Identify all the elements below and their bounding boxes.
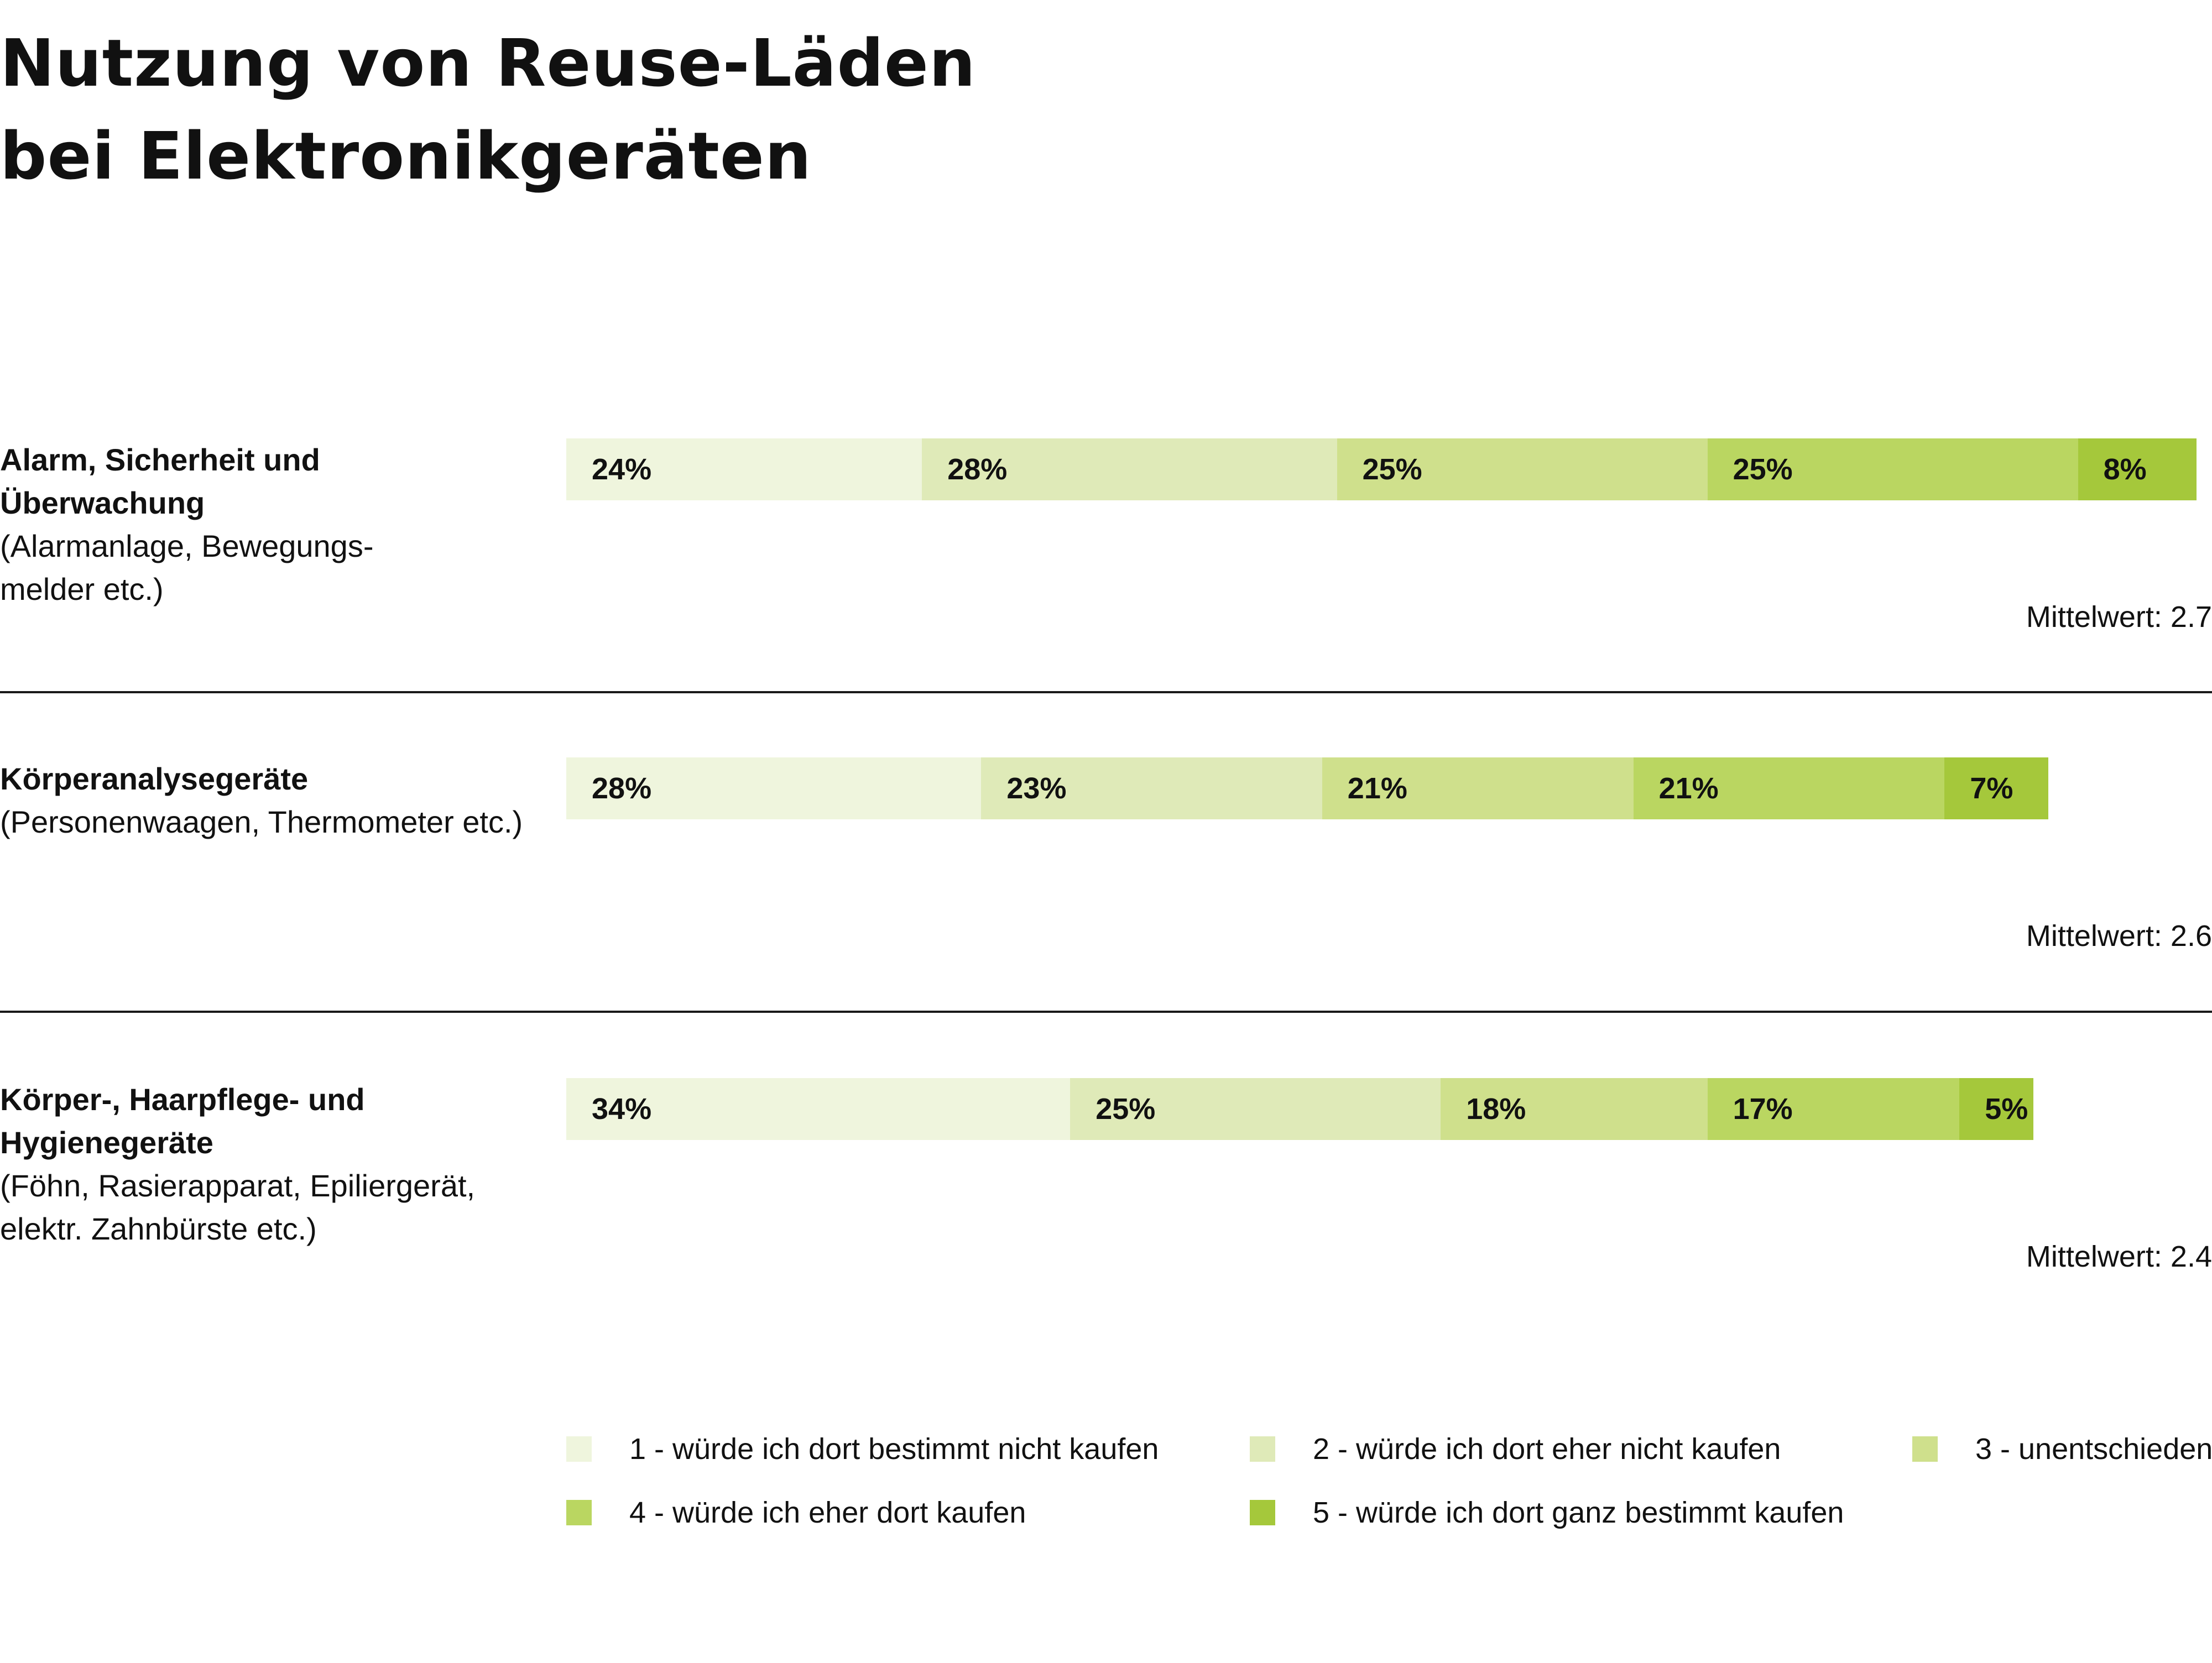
category-label: Körperanalysegeräte (Personenwaagen, The…	[0, 757, 525, 844]
legend-item: 4 - würde ich eher dort kaufen	[566, 1495, 1026, 1530]
bar-segment: 24%	[566, 438, 922, 500]
chart-title: Nutzung von Reuse-Läden bei Elektronikge…	[0, 17, 976, 202]
category-label: Körper-, Haarpflege- und Hygienegeräte (…	[0, 1078, 525, 1251]
category-description: (Alarmanlage, Bewegungs- melder etc.)	[0, 525, 525, 611]
bar-segment: 5%	[1959, 1078, 2034, 1140]
mean-label: Mittelwert: 2.6	[2026, 919, 2212, 953]
category-description-line: (Personenwaagen, Thermometer etc.)	[0, 804, 523, 839]
bar-segment: 23%	[981, 757, 1322, 819]
legend-swatch	[1250, 1436, 1275, 1462]
bar-segment: 17%	[1707, 1078, 1960, 1140]
legend-item: 1 - würde ich dort bestimmt nicht kaufen	[566, 1432, 1159, 1466]
legend-swatch	[566, 1436, 592, 1462]
legend-label: 1 - würde ich dort bestimmt nicht kaufen	[629, 1432, 1159, 1466]
legend-label: 4 - würde ich eher dort kaufen	[629, 1496, 1026, 1529]
legend-item: 2 - würde ich dort eher nicht kaufen	[1250, 1432, 1781, 1466]
mean-label: Mittelwert: 2.4	[2026, 1240, 2212, 1273]
category-name: Körperanalysegeräte	[0, 757, 525, 801]
chart-title-line-2: bei Elektronikgeräten	[0, 118, 812, 194]
category-label: Alarm, Sicherheit und Überwachung (Alarm…	[0, 438, 525, 611]
category-group-koerperpflege: Körper-, Haarpflege- und Hygienegeräte (…	[0, 1078, 2212, 1388]
category-name-line: Hygienegeräte	[0, 1125, 213, 1160]
category-description-line: elektr. Zahnbürste etc.)	[0, 1211, 317, 1246]
bar-segment: 21%	[1322, 757, 1634, 819]
legend-item: 3 - unentschieden	[1912, 1432, 2212, 1466]
stacked-bar: 34% 25% 18% 17% 5%	[566, 1078, 2212, 1140]
legend-label: 5 - würde ich dort ganz bestimmt kaufen	[1313, 1496, 1844, 1529]
bar-segment: 28%	[922, 438, 1337, 500]
bar-segment: 18%	[1441, 1078, 1708, 1140]
category-name-line: Überwachung	[0, 485, 205, 520]
legend-swatch	[1912, 1436, 1938, 1462]
category-name-line: Alarm, Sicherheit und	[0, 442, 320, 477]
bar-segment: 21%	[1633, 757, 1945, 819]
legend-swatch	[566, 1500, 592, 1525]
stacked-bar: 24% 28% 25% 25% 8%	[566, 438, 2212, 500]
bar-segment: 25%	[1337, 438, 1708, 500]
category-description: (Personenwaagen, Thermometer etc.)	[0, 801, 525, 844]
category-description-line: (Alarmanlage, Bewegungs-	[0, 529, 374, 563]
category-group-koerperanalyse: Körperanalysegeräte (Personenwaagen, The…	[0, 757, 2212, 1067]
divider-line	[0, 1011, 2212, 1013]
bar-segment: 7%	[1944, 757, 2048, 819]
legend-label: 3 - unentschieden	[1975, 1432, 2212, 1466]
mean-label: Mittelwert: 2.7	[2026, 600, 2212, 634]
category-group-alarm: Alarm, Sicherheit und Überwachung (Alarm…	[0, 438, 2212, 748]
bar-segment: 34%	[566, 1078, 1071, 1140]
category-description-line: melder etc.)	[0, 572, 164, 606]
legend-item: 5 - würde ich dort ganz bestimmt kaufen	[1250, 1495, 1844, 1530]
legend-swatch	[1250, 1500, 1275, 1525]
category-name: Alarm, Sicherheit und Überwachung	[0, 438, 525, 525]
stacked-bar: 28% 23% 21% 21% 7%	[566, 757, 2212, 819]
category-description: (Föhn, Rasierapparat, Epiliergerät, elek…	[0, 1164, 525, 1251]
chart-title-line-1: Nutzung von Reuse-Läden	[0, 25, 976, 101]
bar-segment: 25%	[1070, 1078, 1441, 1140]
legend: 1 - würde ich dort bestimmt nicht kaufen…	[566, 1432, 2212, 1529]
bar-segment: 25%	[1707, 438, 2078, 500]
category-name: Körper-, Haarpflege- und Hygienegeräte	[0, 1078, 525, 1164]
category-name-line: Körper-, Haarpflege- und	[0, 1082, 365, 1117]
bar-segment: 28%	[566, 757, 982, 819]
category-description-line: (Föhn, Rasierapparat, Epiliergerät,	[0, 1168, 476, 1203]
category-name-line: Körperanalysegeräte	[0, 761, 309, 796]
legend-label: 2 - würde ich dort eher nicht kaufen	[1313, 1432, 1781, 1466]
divider-line	[0, 691, 2212, 693]
bar-segment: 8%	[2078, 438, 2197, 500]
